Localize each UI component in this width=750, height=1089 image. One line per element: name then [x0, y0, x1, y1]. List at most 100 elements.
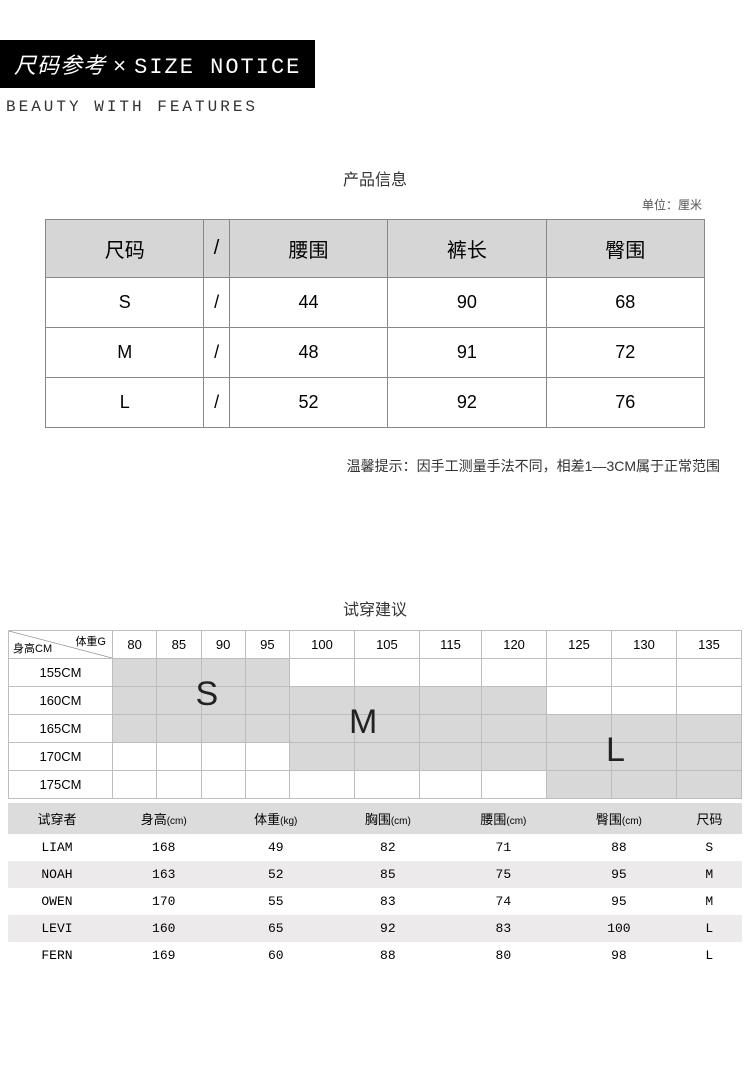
fit-cell — [201, 771, 245, 799]
fit-cell — [113, 771, 157, 799]
fit-cell — [612, 687, 677, 715]
wearer-cell: 163 — [106, 861, 222, 888]
wearer-col-header: 试穿者 — [8, 803, 106, 834]
wearer-cell: 169 — [106, 942, 222, 969]
corner-weight-label: 体重G — [75, 633, 106, 649]
wearer-cell: 88 — [561, 834, 677, 861]
wearer-cell: LEVI — [8, 915, 106, 942]
fit-weight-header: 100 — [290, 631, 355, 659]
fit-weight-header: 90 — [201, 631, 245, 659]
fit-cell — [245, 715, 289, 743]
fit-cell — [245, 771, 289, 799]
fit-cell — [113, 659, 157, 687]
fit-weight-header: 105 — [354, 631, 419, 659]
wearer-cell: FERN — [8, 942, 106, 969]
fit-cell — [157, 687, 201, 715]
fit-cell — [290, 659, 355, 687]
wearer-col-header: 体重(kg) — [221, 803, 330, 834]
wearer-cell: 83 — [446, 915, 562, 942]
fit-cell — [547, 659, 612, 687]
size-cell: / — [204, 278, 229, 328]
size-cell: 91 — [388, 328, 546, 378]
fit-cell — [547, 687, 612, 715]
wearer-cell: NOAH — [8, 861, 106, 888]
fit-cell — [547, 771, 612, 799]
size-cell: 44 — [229, 278, 387, 328]
fit-weight-header: 130 — [612, 631, 677, 659]
fit-cell — [676, 771, 741, 799]
fit-cell: S — [201, 687, 245, 715]
wearer-cell: 82 — [330, 834, 446, 861]
fit-cell — [612, 771, 677, 799]
fit-cell — [157, 715, 201, 743]
wearer-cell: 160 — [106, 915, 222, 942]
size-cell: M — [46, 328, 204, 378]
wearer-cell: 88 — [330, 942, 446, 969]
fit-cell — [482, 659, 547, 687]
fit-cell — [157, 743, 201, 771]
fit-weight-header: 85 — [157, 631, 201, 659]
size-cell: 68 — [546, 278, 704, 328]
wearer-cell: M — [677, 888, 742, 915]
size-cell: 76 — [546, 378, 704, 428]
wearer-col-header: 尺码 — [677, 803, 742, 834]
wearer-cell: OWEN — [8, 888, 106, 915]
fit-grid: 体重G身高CM80859095100105115120125130135 155… — [8, 630, 742, 799]
fit-cell — [676, 659, 741, 687]
subtitle: BEAUTY WITH FEATURES — [6, 98, 750, 116]
fit-weight-header: 135 — [676, 631, 741, 659]
fit-cell — [419, 743, 481, 771]
fit-cell — [245, 743, 289, 771]
wearer-cell: 170 — [106, 888, 222, 915]
fit-cell — [245, 659, 289, 687]
wearer-cell: 85 — [330, 861, 446, 888]
size-cell: L — [46, 378, 204, 428]
unit-note: 单位：厘米 — [0, 196, 702, 213]
product-info-title: 产品信息 — [0, 166, 750, 190]
wearer-cell: 74 — [446, 888, 562, 915]
fit-cell — [290, 743, 355, 771]
fit-cell — [547, 743, 612, 771]
fit-cell: M — [354, 715, 419, 743]
fit-cell — [482, 715, 547, 743]
wearer-col-header: 身高(cm) — [106, 803, 222, 834]
measurement-tip: 温馨提示：因手工测量手法不同，相差1—3CM属于正常范围 — [0, 456, 720, 476]
fit-cell — [419, 715, 481, 743]
wearer-cell: 55 — [221, 888, 330, 915]
wearer-cell: 92 — [330, 915, 446, 942]
fit-cell — [612, 659, 677, 687]
fit-cell — [245, 687, 289, 715]
fit-cell — [201, 659, 245, 687]
size-col-header: 腰围 — [229, 220, 387, 278]
wearer-col-header: 臀围(cm) — [561, 803, 677, 834]
fit-height-header: 155CM — [9, 659, 113, 687]
wearer-cell: 100 — [561, 915, 677, 942]
fit-cell — [157, 771, 201, 799]
fit-cell — [419, 659, 481, 687]
size-cell: S — [46, 278, 204, 328]
fit-weight-header: 80 — [113, 631, 157, 659]
wearer-cell: 95 — [561, 861, 677, 888]
wearer-cell: 98 — [561, 942, 677, 969]
wearer-cell: L — [677, 915, 742, 942]
title-sep: × — [113, 53, 127, 78]
wearer-cell: S — [677, 834, 742, 861]
fit-cell: L — [612, 743, 677, 771]
wearer-cell: LIAM — [8, 834, 106, 861]
wearer-col-header: 胸围(cm) — [330, 803, 446, 834]
wearer-cell: 60 — [221, 942, 330, 969]
fit-weight-header: 125 — [547, 631, 612, 659]
wearer-cell: 168 — [106, 834, 222, 861]
fit-cell — [157, 659, 201, 687]
fit-cell — [482, 771, 547, 799]
fit-cell — [290, 771, 355, 799]
fit-cell — [201, 715, 245, 743]
size-col-header: / — [204, 220, 229, 278]
fit-cell — [482, 687, 547, 715]
fit-corner: 体重G 身高CM — [9, 631, 113, 659]
fit-cell — [676, 715, 741, 743]
fit-cell — [676, 687, 741, 715]
corner-height-label: 身高CM — [13, 640, 52, 656]
wearer-col-header: 腰围(cm) — [446, 803, 562, 834]
size-cell: 48 — [229, 328, 387, 378]
